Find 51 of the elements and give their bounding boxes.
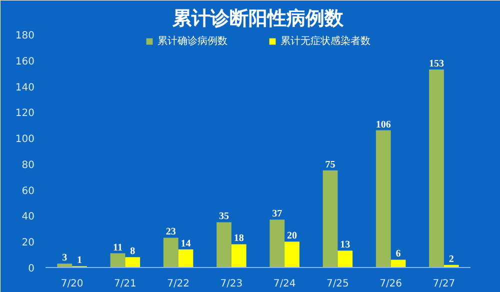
x-tick-label: 7/23 xyxy=(220,278,243,290)
bar xyxy=(429,69,444,268)
y-tick-label: 100 xyxy=(15,134,35,146)
bar xyxy=(270,220,285,268)
data-label: 18 xyxy=(234,233,244,244)
data-label: 8 xyxy=(130,246,136,258)
data-label: 153 xyxy=(429,58,444,70)
data-label: 11 xyxy=(113,242,122,254)
data-label: 14 xyxy=(180,238,191,250)
bar xyxy=(57,264,72,268)
legend-label: 累计确诊病例数 xyxy=(158,34,228,48)
data-label: 2 xyxy=(448,254,454,265)
data-label: 6 xyxy=(396,248,401,260)
x-tick-label: 7/20 xyxy=(60,278,84,290)
data-label: 37 xyxy=(272,208,282,220)
bar xyxy=(376,130,391,268)
bar xyxy=(110,253,126,268)
bar xyxy=(163,238,178,268)
y-tick-label: 180 xyxy=(15,30,35,42)
data-label: 75 xyxy=(325,159,336,170)
bar xyxy=(178,249,194,268)
bar xyxy=(216,222,232,268)
bar xyxy=(284,242,300,268)
bar xyxy=(322,170,338,268)
y-tick-label: 40 xyxy=(22,212,35,223)
y-tick-label: 160 xyxy=(15,56,35,68)
x-tick-label: 7/27 xyxy=(432,278,456,290)
x-tick-label: 7/22 xyxy=(167,278,190,290)
data-label: 20 xyxy=(287,230,297,242)
y-tick-label: 120 xyxy=(15,108,35,120)
y-tick-label: 140 xyxy=(15,82,35,94)
data-label: 1 xyxy=(77,255,82,266)
y-tick-label: 60 xyxy=(22,186,35,197)
data-label: 3 xyxy=(62,252,68,264)
x-tick-label: 7/25 xyxy=(326,278,349,290)
chart-title: 累计诊断阳性病例数 xyxy=(172,8,344,30)
bar xyxy=(125,257,140,268)
x-tick-label: 7/24 xyxy=(273,278,296,290)
x-tick-label: 7/26 xyxy=(380,278,402,290)
data-label: 23 xyxy=(166,226,176,238)
y-tick-label: 80 xyxy=(22,160,35,171)
legend-label: 累计无症状感染者数 xyxy=(280,34,370,48)
data-label: 13 xyxy=(340,240,350,251)
x-tick-label: 7/21 xyxy=(114,278,136,290)
data-label: 35 xyxy=(219,211,229,222)
y-tick-label: 20 xyxy=(22,238,35,249)
data-label: 106 xyxy=(376,119,391,130)
bar xyxy=(390,260,406,268)
bar xyxy=(231,244,246,268)
y-tick-label: 0 xyxy=(28,264,35,274)
bar xyxy=(338,250,353,268)
